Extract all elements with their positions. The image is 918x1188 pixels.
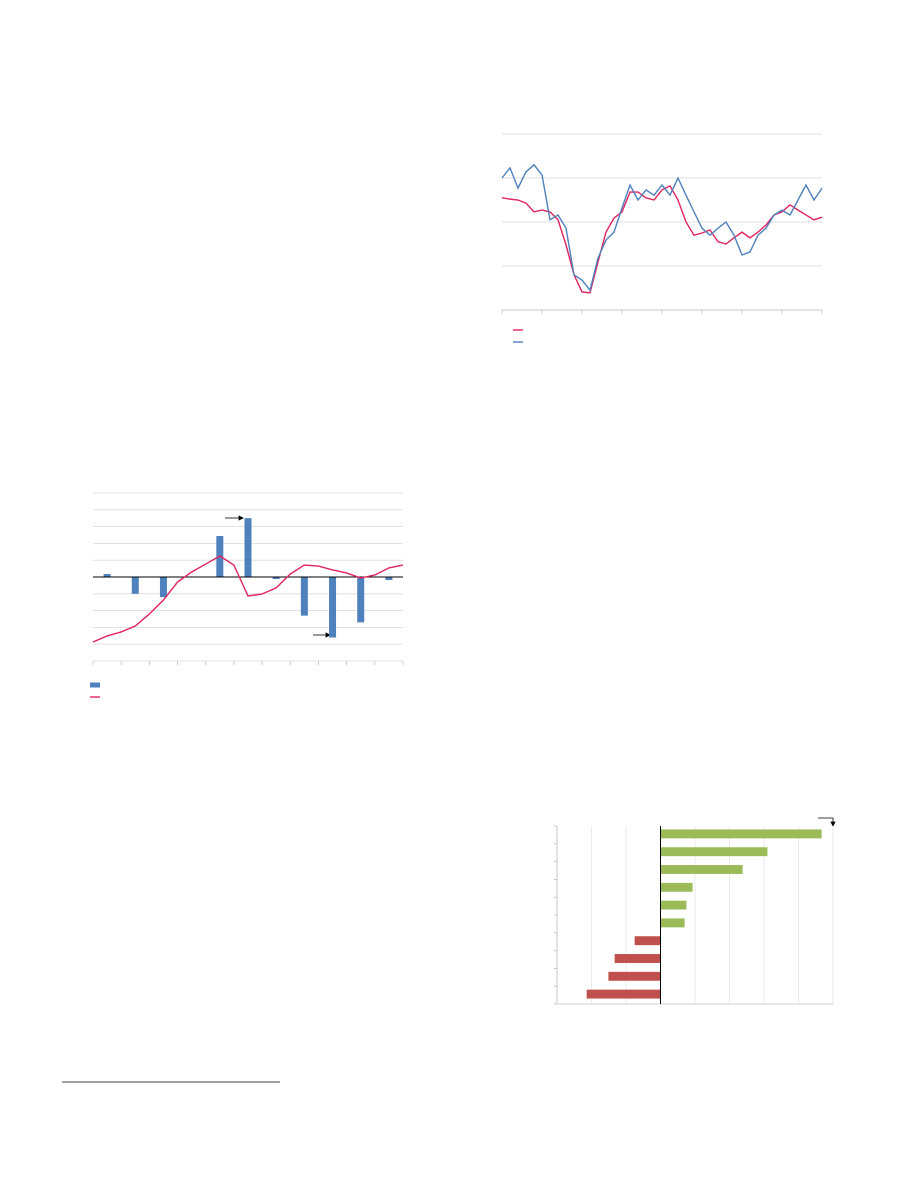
bar (660, 882, 693, 892)
arrow-head (325, 632, 331, 638)
bar (660, 865, 743, 874)
bar (272, 577, 280, 580)
series-line (501, 163, 823, 292)
bar (660, 847, 768, 857)
bar (159, 577, 167, 598)
bar (634, 936, 661, 946)
bar (357, 577, 365, 623)
bar (300, 577, 308, 616)
legend-swatch (90, 682, 100, 688)
bar (614, 954, 661, 963)
bar (660, 900, 687, 910)
bar (660, 829, 822, 839)
bar (586, 989, 661, 999)
bar (385, 577, 393, 581)
series-line (92, 555, 404, 643)
arrow-head (830, 821, 836, 827)
bar (131, 577, 139, 594)
bar (608, 971, 661, 981)
bar (660, 918, 685, 928)
arrow-head (238, 515, 244, 521)
bar (103, 573, 111, 577)
arrow (818, 817, 834, 823)
bar (244, 518, 252, 577)
bar (329, 577, 337, 638)
annotation-arrows (225, 515, 836, 827)
series-line (501, 184, 823, 294)
